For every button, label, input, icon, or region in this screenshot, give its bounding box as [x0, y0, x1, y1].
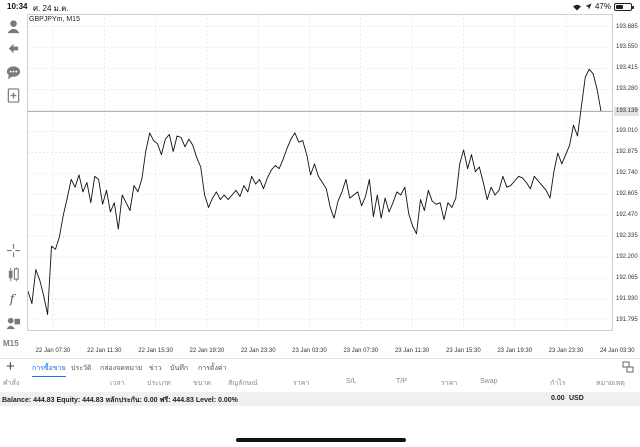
col-order: คำสั่ง [3, 380, 20, 387]
price-tick-label: 192.875 [616, 149, 638, 156]
price-tick-label: 192.470 [616, 212, 638, 219]
chat-icon[interactable] [5, 64, 22, 81]
price-series-line [27, 68, 602, 315]
col-swap: Swap [480, 378, 498, 385]
symbol-label: GBPJPYm, M15 [29, 16, 80, 23]
price-tick-label: 192.335 [616, 233, 638, 240]
profit-total: 0.00 [551, 395, 565, 402]
price-tick-label: 193.280 [616, 86, 638, 93]
col-sl: S/L [346, 378, 357, 385]
time-axis: 22 Jan 07:30 22 Jan 11:30 22 Jan 15:30 22 J… [27, 344, 640, 356]
col-tp: T/P [396, 378, 407, 385]
price-tick-label: 192.065 [616, 275, 638, 281]
layout-icon[interactable] [622, 361, 634, 373]
price-tick-label: 192.605 [616, 191, 638, 198]
time-tick-label: 22 Jan 11:30 [87, 348, 122, 354]
battery-percent: 47% [594, 2, 611, 11]
current-price-tag: 193.139 [614, 106, 639, 116]
battery-icon [614, 2, 634, 11]
left-toolbar: f M15 [0, 14, 27, 356]
tab-journal[interactable]: บันทึก [170, 365, 189, 372]
price-tick-label: 193.415 [616, 65, 638, 72]
time-tick-label: 22 Jan 15:30 [138, 348, 173, 354]
tab-settings[interactable]: การตั้งค่า [198, 365, 227, 372]
price-tick-label: 192.740 [616, 170, 638, 177]
balance-bar: Balance: 444.83 Equity: 444.83 หลักประกั… [0, 392, 640, 406]
wifi-icon [572, 4, 581, 10]
column-headers: คำสั่ง เวลา ประเภท ขนาด สัญลักษณ์ ราคา S… [0, 377, 640, 389]
col-price: ราคา [293, 380, 310, 387]
price-tick-label: 191.795 [616, 316, 638, 323]
col-type: ประเภท [147, 380, 171, 387]
objects-icon[interactable] [5, 314, 22, 331]
tab-history[interactable]: ประวัติ [71, 365, 92, 372]
price-tick-label: 193.550 [616, 44, 638, 51]
time-tick-label: 22 Jan 23:30 [240, 348, 276, 354]
time-tick-label: 23 Jan 23:30 [548, 348, 584, 354]
price-tick-label: 193.685 [616, 23, 638, 30]
new-order-icon[interactable] [5, 87, 22, 104]
grid-lines [27, 14, 613, 331]
col-time: เวลา [110, 380, 125, 387]
profit-currency: USD [569, 395, 584, 402]
time-tick-label: 22 Jan 07:30 [35, 348, 71, 354]
chart-canvas[interactable] [27, 14, 613, 356]
home-indicator[interactable] [236, 438, 406, 442]
svg-text:f: f [9, 292, 17, 306]
account-icon[interactable] [5, 18, 22, 35]
clock: 10:34 [7, 2, 28, 11]
crosshair-icon[interactable] [5, 242, 22, 259]
trade-arrows-icon[interactable] [5, 40, 22, 57]
price-axis: 193.685 193.550 193.415 193.280 193.010 192.8… [613, 14, 640, 356]
tab-trade[interactable]: การซื้อขาย [32, 365, 66, 377]
add-tab-button[interactable]: + [6, 358, 15, 375]
location-icon [585, 3, 592, 10]
time-tick-label: 23 Jan 11:30 [394, 348, 430, 354]
col-symbol: สัญลักษณ์ [228, 380, 258, 387]
time-tick-label: 23 Jan 15:30 [446, 348, 481, 354]
time-tick-label: 24 Jan 03:30 [599, 348, 635, 354]
status-bar: 10:34 ศ. 24 ม.ค. 47% [0, 0, 640, 14]
price-tick-label: 191.930 [616, 295, 638, 302]
time-tick-label: 23 Jan 07:30 [343, 348, 379, 354]
tab-news[interactable]: ข่าว [149, 365, 162, 372]
col-size: ขนาด [193, 380, 212, 387]
timeframe-button[interactable]: M15 [3, 339, 19, 348]
chart-border [27, 14, 613, 331]
time-tick-label: 22 Jan 19:30 [189, 348, 225, 354]
col-comment: หมายเหตุ [596, 380, 625, 387]
status-right: 47% [572, 2, 634, 11]
time-tick-label: 23 Jan 03:30 [292, 348, 327, 354]
terminal-tabs: + การซื้อขาย ประวัติ กล่องจดหมาย ข่าว บั… [0, 358, 640, 377]
col-profit: กำไร [550, 380, 566, 387]
tab-mailbox[interactable]: กล่องจดหมาย [100, 365, 143, 372]
time-tick-label: 23 Jan 19:30 [497, 348, 533, 354]
col-price-current: ราคา [441, 380, 458, 387]
battery-fill [616, 4, 623, 9]
price-tick-label: 192.200 [616, 254, 638, 261]
price-tick-label: 193.010 [616, 128, 638, 135]
chart-type-icon[interactable] [5, 266, 22, 283]
date: ศ. 24 ม.ค. [33, 4, 69, 13]
balance-summary: Balance: 444.83 Equity: 444.83 หลักประกั… [2, 397, 238, 404]
price-chart[interactable]: GBPJPYm, M15 [27, 14, 613, 356]
indicators-icon[interactable]: f [5, 290, 22, 307]
